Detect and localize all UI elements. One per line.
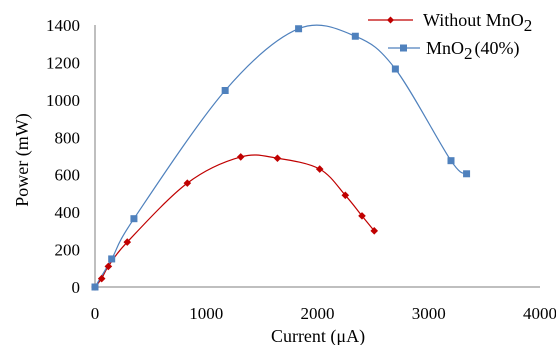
data-point: [463, 170, 471, 178]
series-curves: [94, 24, 467, 288]
x-tick-label: 3000: [412, 304, 446, 323]
legend-suffix-mno2-40: (40%): [475, 38, 520, 59]
x-tick-label: 2000: [301, 304, 335, 323]
legend-entry-without-mno2: Without MnO2: [368, 10, 532, 35]
data-point: [104, 262, 113, 271]
series-markers: [91, 25, 471, 291]
legend-sub-mno2-40: 2: [464, 44, 473, 63]
data-point: [130, 215, 138, 223]
data-point: [391, 65, 399, 73]
y-tick-label: 400: [55, 203, 81, 222]
data-point: [123, 238, 132, 246]
y-tick-label: 200: [55, 241, 81, 260]
x-tick-label: 0: [91, 304, 100, 323]
data-point: [97, 274, 106, 283]
x-tick-label: 4000: [523, 304, 556, 323]
y-tick-labels: 0 200 400 600 800 1000 1200 1400: [46, 16, 80, 297]
x-tick-labels: 0 1000 2000 3000 4000: [91, 304, 556, 323]
data-point: [183, 179, 192, 187]
data-point: [341, 191, 350, 200]
legend: Without MnO2 MnO2 (40%): [368, 10, 532, 63]
legend-label-without-mno2: Without MnO: [423, 10, 524, 30]
y-tick-label: 1000: [46, 91, 80, 110]
data-point: [447, 157, 455, 165]
legend-label-mno2-40: MnO: [426, 38, 464, 58]
data-point: [273, 154, 282, 163]
data-point: [295, 25, 303, 33]
axes: [94, 25, 540, 288]
legend-marker-without-mno2: [387, 16, 394, 24]
y-tick-label: 600: [55, 166, 81, 185]
data-point: [221, 87, 229, 94]
data-point: [351, 32, 359, 40]
legend-entry-mno2-40: MnO2 (40%): [388, 38, 520, 63]
x-axis-title: Current (μA): [271, 326, 365, 345]
y-tick-label: 1400: [46, 16, 80, 35]
data-point: [370, 227, 379, 235]
svg-text:MnO2(40%): MnO2 (40%): [426, 38, 520, 63]
legend-sub-without-mno2: 2: [524, 16, 533, 35]
data-point: [236, 153, 245, 161]
y-tick-label: 1200: [46, 53, 80, 72]
data-point: [91, 283, 99, 291]
y-tick-label: 800: [55, 128, 81, 147]
y-axis-title: Power (mW): [12, 113, 33, 206]
x-tick-label: 1000: [189, 304, 223, 323]
data-point: [358, 212, 366, 220]
data-point: [315, 165, 324, 173]
svg-text:Without MnO2: Without MnO2: [423, 10, 532, 35]
y-tick-label: 0: [72, 278, 81, 297]
series-line-1: [94, 24, 467, 288]
legend-marker-mno2-40: [400, 44, 407, 52]
data-point: [108, 255, 116, 263]
